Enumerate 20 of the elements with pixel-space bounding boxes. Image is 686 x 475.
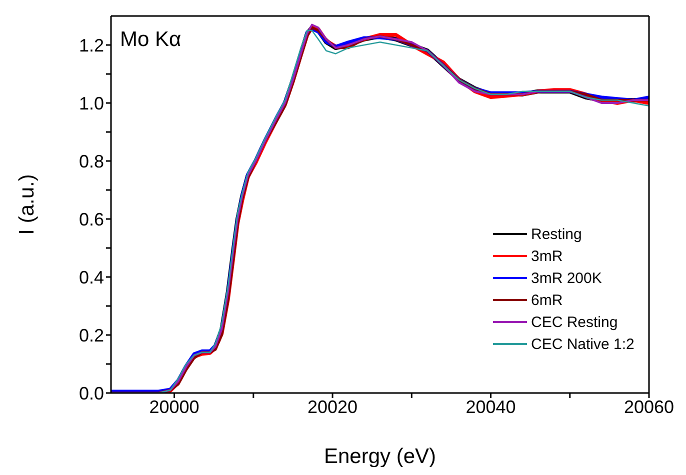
legend-label: CEC Resting bbox=[531, 314, 618, 330]
y-tick-label: 0.0 bbox=[78, 383, 104, 404]
legend-label: Resting bbox=[531, 226, 582, 242]
x-tick-label: 20020 bbox=[308, 396, 358, 417]
y-axis-title: I (a.u.) bbox=[15, 174, 38, 235]
y-tick-label: 1.0 bbox=[78, 93, 104, 114]
annotation: Mo Kα bbox=[120, 28, 182, 52]
legend-label: 6mR bbox=[531, 292, 563, 308]
x-tick-label: 20060 bbox=[624, 396, 674, 417]
y-tick-label: 0.6 bbox=[78, 209, 104, 230]
x-tick-label: 20040 bbox=[466, 396, 516, 417]
x-axis-title: Energy (eV) bbox=[324, 445, 436, 468]
x-tick-label: 20000 bbox=[149, 396, 200, 417]
legend-label: 3mR 200K bbox=[531, 270, 602, 286]
legend-label: 3mR bbox=[531, 248, 563, 264]
y-tick-label: 1.2 bbox=[78, 35, 104, 56]
y-tick-label: 0.4 bbox=[78, 267, 104, 288]
y-tick-label: 0.2 bbox=[78, 325, 104, 346]
y-tick-label: 0.8 bbox=[78, 151, 104, 172]
legend-label: CEC Native 1:2 bbox=[531, 336, 634, 352]
